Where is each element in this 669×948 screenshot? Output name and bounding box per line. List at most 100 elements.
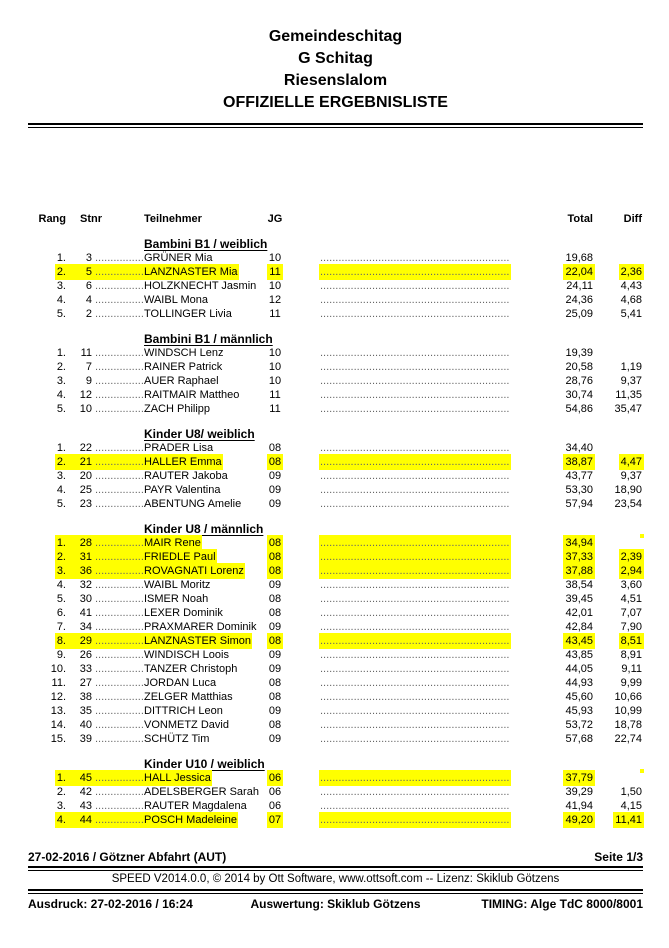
diff-value: 9,37: [620, 375, 642, 387]
dotted-run-area: ........................................…: [320, 634, 510, 648]
rank-cell: 10.: [28, 662, 66, 676]
total-value: 37,33: [565, 551, 593, 563]
dot-leader: ..................: [95, 375, 144, 387]
participant-name: HOLZKNECHT Jasmin: [144, 280, 257, 292]
year-value: 06: [268, 786, 282, 798]
participant-name: ISMER Noah: [144, 593, 209, 605]
participant-name: FRIEDLE Paul: [144, 551, 216, 563]
bib-number: 45: [79, 772, 92, 784]
rank-value: 5.: [56, 498, 66, 510]
year-cell: 11: [264, 388, 286, 402]
bib-name-group: 33 .................. TANZER Christoph: [66, 662, 238, 676]
bib-name-group: 25 .................. PAYR Valentina: [66, 483, 221, 497]
result-row: 1. 11 .................. WINDSCH Lenz 10…: [28, 346, 643, 360]
total-cell: 54,86: [528, 402, 593, 416]
total-cell: 37,33: [528, 550, 593, 564]
year-cell: 09: [264, 620, 286, 634]
dot-leader: ..................: [95, 772, 144, 784]
result-row: 14. 40 .................. VONMETZ David …: [28, 718, 643, 732]
result-section: Bambini B1 / weiblich 1. 3 .............…: [28, 237, 643, 321]
bib-number: 20: [79, 470, 92, 482]
bib-name-group: 44 .................. POSCH Madeleine: [66, 813, 237, 827]
dotted-run-area: ........................................…: [320, 308, 510, 320]
bib-name-group: 34 .................. PRAXMARER Dominik: [66, 620, 257, 634]
year-value: 10: [268, 280, 282, 292]
year-cell: 08: [264, 592, 286, 606]
rank-value: 14.: [50, 719, 66, 731]
year-cell: 09: [264, 578, 286, 592]
participant-name: ROVAGNATI Lorenz: [144, 565, 244, 577]
bib-number: 33: [79, 663, 92, 675]
participant-name: RAUTER Jakoba: [144, 470, 228, 482]
result-section: Kinder U10 / weiblich 1. 45 ............…: [28, 757, 643, 827]
diff-cell: 18,78: [598, 718, 642, 732]
bib-number: 10: [79, 403, 92, 415]
diff-value: 10,99: [614, 705, 642, 717]
result-row: 1. 3 .................. GRÜNER Mia 10 ..…: [28, 251, 643, 265]
footer-print-row: Ausdruck: 27-02-2016 / 16:24 Auswertung:…: [28, 896, 643, 913]
result-row: 2. 5 .................. LANZNASTER Mia 1…: [28, 265, 643, 279]
rank-value: 4.: [56, 294, 66, 306]
year-cell: 09: [264, 483, 286, 497]
year-value: 08: [268, 565, 282, 577]
rank-cell: 3.: [28, 279, 66, 293]
rank-value: 11.: [51, 677, 66, 689]
bib-name-group: 35 .................. DITTRICH Leon: [66, 704, 223, 718]
diff-cell: 35,47: [598, 402, 642, 416]
rank-value: 3.: [56, 470, 66, 482]
section-rows: 1. 28 .................. MAIR Rene 08 ..…: [28, 536, 643, 746]
section-title-text: Bambini B1 / männlich: [144, 332, 273, 346]
total-value: 49,20: [565, 814, 593, 826]
bib-number: 26: [79, 649, 92, 661]
diff-value: 3,60: [620, 579, 642, 591]
rank-cell: 5.: [28, 497, 66, 511]
total-cell: 28,76: [528, 374, 593, 388]
total-cell: 49,20: [528, 813, 593, 827]
dot-leader: ..................: [95, 442, 144, 454]
header-divider: [28, 123, 643, 128]
dot-leader: ..................: [95, 621, 144, 633]
year-cell: 06: [264, 799, 286, 813]
total-value: 45,60: [565, 691, 593, 703]
diff-value: 1,19: [620, 361, 642, 373]
footer-divider-1: [28, 866, 643, 871]
result-row: 9. 26 .................. WINDISCH Loois …: [28, 648, 643, 662]
rank-value: 1.: [56, 772, 66, 784]
participant-name: PRAXMARER Dominik: [144, 621, 257, 633]
dot-leader: ..................: [95, 294, 144, 306]
bib-number: 25: [79, 484, 92, 496]
total-cell: 24,36: [528, 293, 593, 307]
rank-cell: 2.: [28, 785, 66, 799]
diff-value: 2,36: [620, 266, 642, 278]
bib-name-group: 23 .................. ABENTUNG Amelie: [66, 497, 241, 511]
participant-name: WAIBL Mona: [144, 294, 208, 306]
diff-cell: 2,36: [598, 265, 642, 279]
participant-name: LANZNASTER Mia: [144, 266, 238, 278]
dotted-run-area: ........................................…: [320, 280, 510, 292]
bib-number: 43: [79, 800, 92, 812]
rank-cell: 12.: [28, 690, 66, 704]
column-header-total: Total: [567, 213, 593, 225]
year-cell: 08: [264, 455, 286, 469]
dot-leader: ..................: [95, 579, 144, 591]
bib-number: 29: [79, 635, 92, 647]
bib-number: 35: [79, 705, 92, 717]
result-row: 4. 4 .................. WAIBL Mona 12 ..…: [28, 293, 643, 307]
bib-name-group: 2 .................. TOLLINGER Livia: [66, 307, 232, 321]
participant-name: TOLLINGER Livia: [144, 308, 232, 320]
total-value: 34,40: [565, 442, 593, 454]
diff-cell: 7,07: [598, 606, 642, 620]
participant-name: ABENTUNG Amelie: [144, 498, 242, 510]
year-value: 09: [268, 663, 282, 675]
rank-cell: 7.: [28, 620, 66, 634]
result-row: 2. 21 .................. HALLER Emma 08 …: [28, 455, 643, 469]
diff-cell: 3,60: [598, 578, 642, 592]
year-cell: 10: [264, 279, 286, 293]
year-value: 08: [268, 607, 282, 619]
total-value: 30,74: [565, 389, 593, 401]
bib-number: 40: [79, 719, 92, 731]
rank-cell: 1.: [28, 771, 66, 785]
total-value: 43,85: [565, 649, 593, 661]
participant-name: RAUTER Magdalena: [144, 800, 247, 812]
year-cell: 09: [264, 469, 286, 483]
